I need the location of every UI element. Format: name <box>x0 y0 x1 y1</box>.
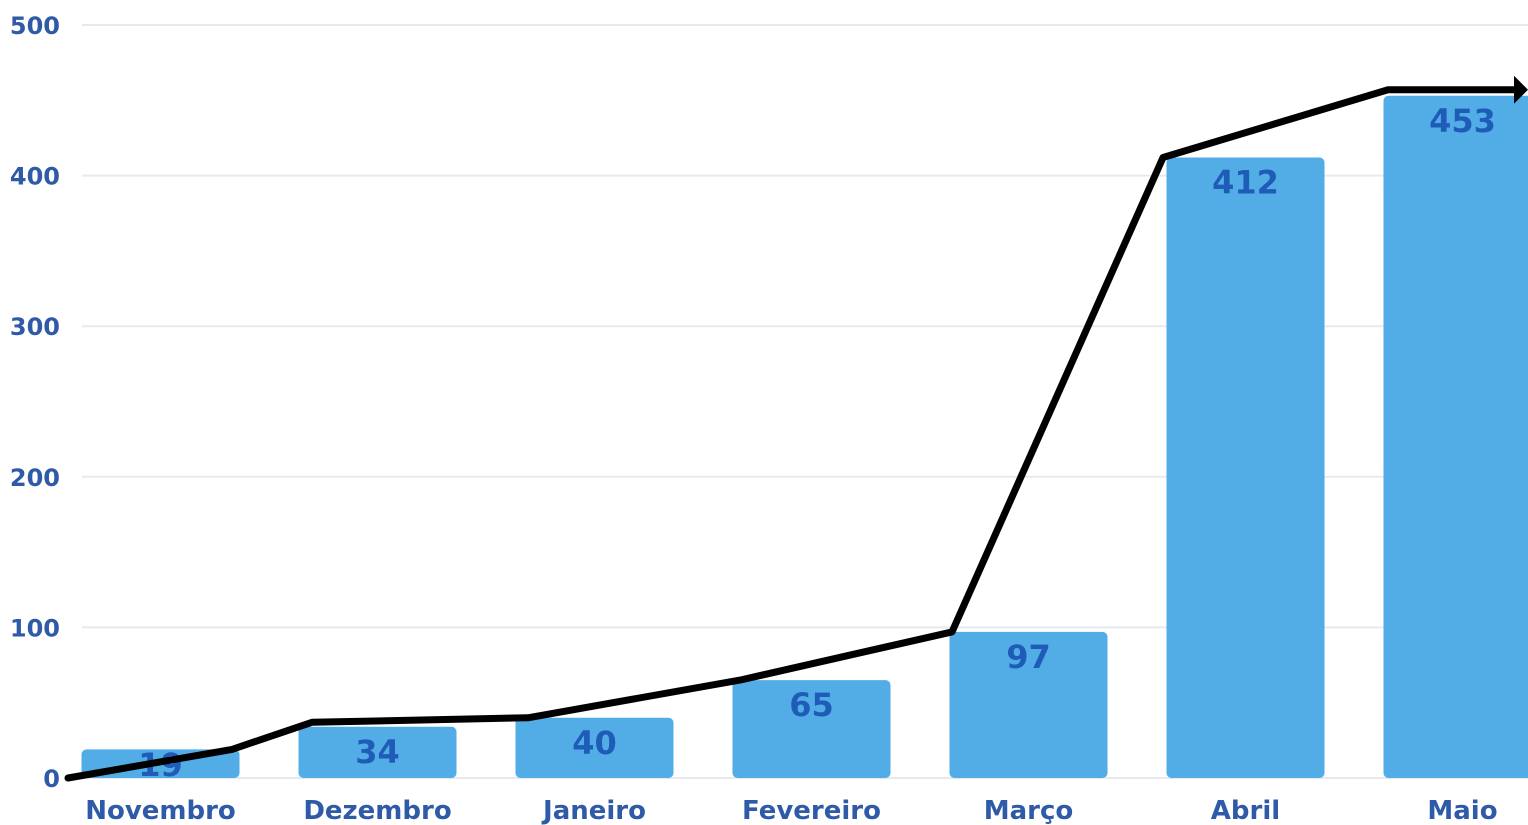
y-tick-label: 400 <box>10 163 60 191</box>
y-tick-label: 300 <box>10 313 60 341</box>
y-tick-label: 500 <box>10 12 60 40</box>
y-tick-label: 0 <box>43 765 60 793</box>
bars <box>81 95 1528 778</box>
data-label: 34 <box>355 733 400 771</box>
y-axis-ticks: 0 100 200 300 400 500 <box>10 12 60 793</box>
x-tick-label: Novembro <box>85 796 236 825</box>
y-tick-label: 100 <box>10 614 60 642</box>
x-axis-ticks: Novembro Dezembro Janeiro Fevereiro Março Abr… <box>85 796 1497 825</box>
trend-line <box>64 75 1528 782</box>
x-tick-label: Abril <box>1211 796 1280 825</box>
bar <box>1166 157 1325 778</box>
arrowhead-icon <box>1514 75 1528 104</box>
bar <box>732 680 891 778</box>
data-label: 412 <box>1212 164 1279 202</box>
bar <box>949 631 1108 778</box>
x-tick-label: Janeiro <box>541 796 646 825</box>
x-tick-label: Dezembro <box>303 796 451 825</box>
x-tick-label: Maio <box>1427 796 1497 825</box>
data-label: 97 <box>1006 638 1051 676</box>
data-label: 40 <box>572 724 617 762</box>
data-label: 65 <box>789 686 834 724</box>
x-tick-label: Fevereiro <box>742 796 881 825</box>
trend-polyline <box>64 86 1520 782</box>
data-label: 453 <box>1429 102 1496 140</box>
bar <box>515 717 674 778</box>
bar <box>298 726 457 778</box>
x-tick-label: Março <box>984 796 1074 825</box>
y-tick-label: 200 <box>10 464 60 492</box>
bar <box>1383 95 1528 778</box>
